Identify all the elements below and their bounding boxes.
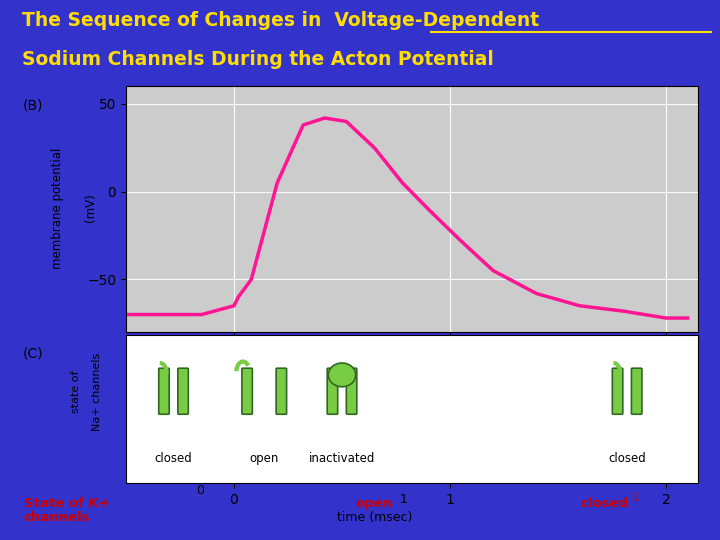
Text: 0: 0: [196, 484, 204, 497]
Text: channels: channels: [24, 511, 90, 524]
FancyBboxPatch shape: [631, 368, 642, 414]
Text: open: open: [356, 497, 393, 510]
Text: 2: 2: [632, 493, 639, 503]
Text: inactivated: inactivated: [309, 451, 375, 464]
Text: The Sequence of Changes in  Voltage-Dependent: The Sequence of Changes in Voltage-Depen…: [22, 11, 539, 30]
FancyBboxPatch shape: [276, 368, 287, 414]
Text: 1: 1: [400, 493, 408, 506]
Text: time (msec): time (msec): [337, 511, 412, 524]
Text: Na+ channels: Na+ channels: [92, 353, 102, 430]
Text: state of: state of: [71, 370, 81, 413]
Text: open: open: [250, 451, 279, 464]
Text: (C): (C): [23, 347, 44, 361]
FancyBboxPatch shape: [178, 368, 189, 414]
Text: (B): (B): [23, 98, 43, 112]
FancyBboxPatch shape: [346, 368, 357, 414]
FancyBboxPatch shape: [612, 368, 623, 414]
Text: Sodium Channels During the Acton Potential: Sodium Channels During the Acton Potenti…: [22, 50, 493, 69]
Text: (mV): (mV): [84, 193, 96, 222]
FancyBboxPatch shape: [327, 368, 338, 414]
Text: State of K+: State of K+: [24, 497, 109, 510]
FancyBboxPatch shape: [158, 368, 169, 414]
Text: membrane potential: membrane potential: [51, 147, 64, 268]
Ellipse shape: [328, 363, 356, 387]
Text: closed: closed: [155, 451, 192, 464]
Text: closed: closed: [608, 451, 646, 464]
Text: closed: closed: [581, 497, 629, 510]
FancyBboxPatch shape: [242, 368, 253, 414]
